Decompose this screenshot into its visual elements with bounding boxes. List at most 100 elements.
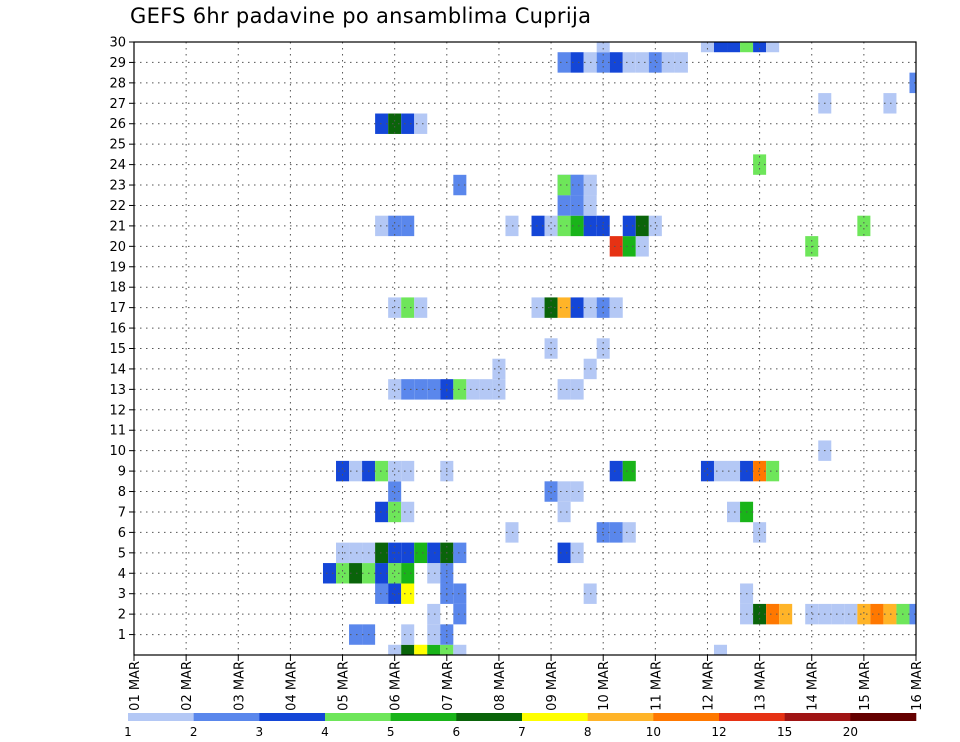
colorbar-segment	[522, 713, 588, 721]
heatmap-cell	[753, 522, 767, 543]
heatmap-cell	[375, 113, 389, 134]
heatmap-cell	[635, 52, 649, 73]
y-tick-label: 30	[109, 36, 126, 51]
heatmap-cell	[453, 644, 467, 655]
x-tick-label: 14 MAR	[806, 661, 821, 711]
colorbar-label: 10	[646, 725, 661, 739]
heatmap-cell	[466, 379, 480, 400]
heatmap-cell	[753, 154, 767, 175]
heatmap-cell	[609, 460, 623, 482]
x-tick-label: 11 MAR	[649, 661, 664, 711]
heatmap-cell	[401, 501, 415, 523]
y-tick-label: 12	[109, 403, 126, 418]
x-tick-label: 05 MAR	[337, 661, 352, 711]
heatmap-cell	[622, 52, 636, 73]
x-tick-label: 12 MAR	[701, 661, 716, 711]
y-tick-label: 11	[109, 424, 126, 439]
heatmap-cell	[388, 501, 402, 523]
y-tick-label: 23	[109, 179, 126, 194]
heatmap-cell	[375, 460, 389, 482]
heatmap-cell	[609, 52, 623, 73]
x-tick-label: 13 MAR	[754, 661, 769, 711]
heatmap-cell	[857, 603, 871, 625]
heatmap-cell	[492, 379, 506, 400]
heatmap-cell	[635, 215, 649, 237]
heatmap-cell	[622, 215, 636, 237]
colorbar-label: 1	[124, 725, 132, 739]
x-tick-label: 07 MAR	[441, 661, 456, 711]
heatmap-cell	[831, 603, 845, 625]
chart-title: GEFS 6hr padavine po ansamblima Cuprija	[130, 4, 592, 28]
heatmap-cell	[349, 563, 363, 584]
colorbar-segment	[128, 713, 194, 721]
heatmap-cell	[570, 215, 584, 237]
heatmap-cell	[349, 624, 363, 645]
heatmap-cell	[427, 542, 441, 564]
heatmap-cell	[753, 603, 767, 625]
x-tick-label: 08 MAR	[493, 661, 508, 711]
heatmap-cell	[375, 501, 389, 523]
heatmap-cell	[570, 195, 584, 216]
y-tick-label: 8	[118, 485, 126, 500]
y-tick-label: 5	[118, 546, 126, 561]
y-tick-label: 6	[118, 526, 126, 541]
colorbar-segment	[850, 713, 917, 721]
heatmap-cell	[505, 215, 519, 237]
colorbar-segment	[653, 713, 720, 721]
heatmap-cell	[779, 603, 793, 625]
heatmap-cell	[401, 297, 415, 318]
heatmap-cell	[375, 215, 389, 237]
heatmap-cell	[557, 542, 571, 564]
heatmap-cell	[570, 481, 584, 502]
y-tick-label: 20	[109, 240, 126, 255]
y-tick-label: 27	[109, 97, 126, 112]
heatmap-cell	[414, 644, 428, 655]
heatmap-cell	[453, 379, 467, 400]
heatmap-cell	[622, 236, 636, 257]
colorbar-label: 12	[711, 725, 726, 739]
heatmap-cell	[414, 379, 428, 400]
y-tick-label: 29	[109, 56, 126, 71]
heatmap-cell	[870, 603, 884, 625]
x-tick-label: 09 MAR	[545, 661, 560, 711]
y-tick-label: 21	[109, 219, 126, 234]
heatmap-cell	[388, 583, 402, 604]
y-tick-label: 18	[109, 281, 126, 296]
heatmap-cell	[388, 481, 402, 502]
y-tick-label: 16	[109, 322, 126, 337]
heatmap-cell	[883, 603, 897, 625]
y-tick-label: 24	[109, 158, 126, 173]
y-tick-label: 14	[109, 362, 126, 377]
heatmap-cell	[401, 624, 415, 645]
heatmap-cell	[727, 460, 741, 482]
heatmap-cell	[401, 583, 415, 604]
heatmap-cell	[648, 52, 662, 73]
heatmap-cell	[909, 72, 916, 94]
heatmap-cell	[388, 644, 402, 655]
heatmap-cell	[388, 460, 402, 482]
colorbar-label: 6	[453, 725, 461, 739]
heatmap-cell	[622, 522, 636, 543]
x-tick-label: 04 MAR	[284, 661, 299, 711]
colorbar-segment	[719, 713, 785, 721]
heatmap-cell	[349, 460, 363, 482]
heatmap-cell	[375, 542, 389, 564]
heatmap-cell	[609, 522, 623, 543]
x-tick-label: 02 MAR	[180, 661, 195, 711]
heatmap-cell	[440, 644, 454, 655]
heatmap-cell	[557, 215, 571, 237]
colorbar-label: 3	[256, 725, 264, 739]
colorbar-segment	[390, 713, 457, 721]
heatmap-cell	[401, 644, 415, 655]
heatmap-cell	[766, 42, 780, 53]
y-tick-label: 9	[118, 465, 126, 480]
colorbar-label: 20	[843, 725, 858, 739]
colorbar-label: 4	[321, 725, 329, 739]
heatmap-cell	[414, 113, 428, 134]
heatmap-cell	[336, 563, 350, 584]
heatmap-cell	[557, 195, 571, 216]
heatmap-cell	[531, 215, 545, 237]
heatmap-cell	[557, 481, 571, 502]
heatmap-cell	[401, 460, 415, 482]
heatmap-cell	[557, 52, 571, 73]
